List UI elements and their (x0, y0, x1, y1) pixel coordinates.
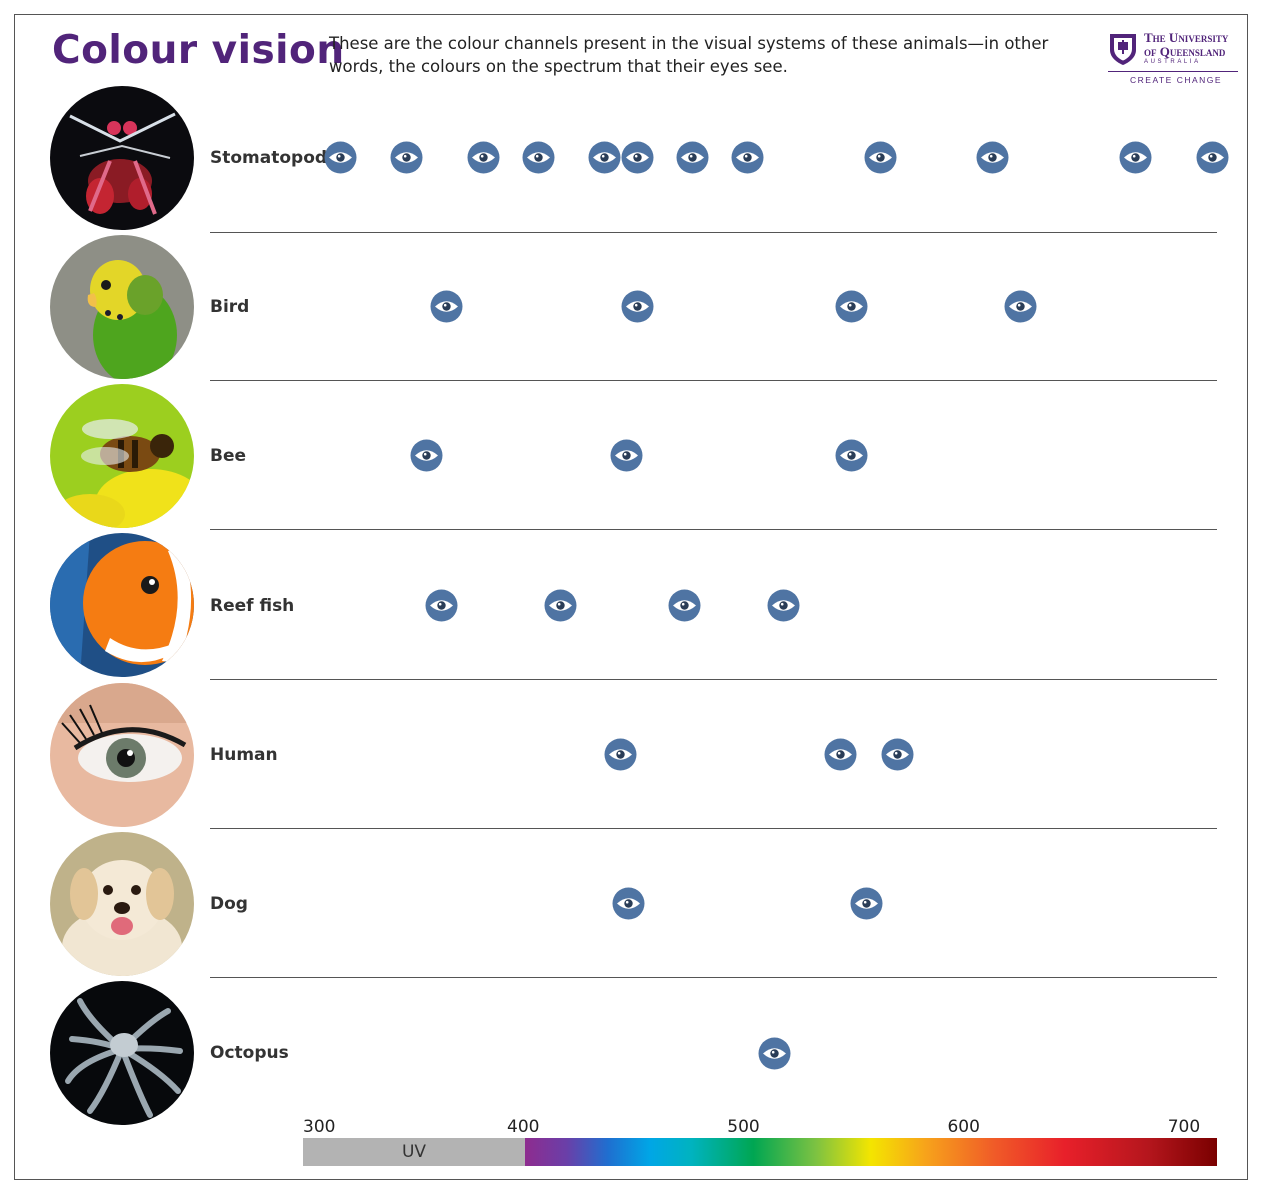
axis-tick-label: 400 (507, 1117, 540, 1137)
axis-tick-label: 300 (303, 1117, 336, 1137)
eye-icon (467, 141, 500, 174)
eye-icon (824, 738, 857, 771)
eye-icon (621, 290, 654, 323)
row-divider (210, 679, 1217, 680)
row-label: Stomatopod (210, 148, 328, 168)
eye-icon (835, 290, 868, 323)
eye-icon (425, 589, 458, 622)
eye-icon (835, 439, 868, 472)
eye-icon (1196, 141, 1229, 174)
row-label: Human (210, 745, 278, 765)
logo-rule (1108, 71, 1238, 72)
eye-icon (612, 887, 645, 920)
logo-line-1: The University (1144, 30, 1229, 45)
row-divider (210, 529, 1217, 530)
eye-icon (668, 589, 701, 622)
stomatopod-photo (50, 86, 194, 230)
animal-row: Dog (0, 830, 1269, 980)
crest-icon (1110, 34, 1136, 65)
row-label: Bird (210, 297, 250, 317)
bee-photo (50, 384, 194, 528)
eye-icon (676, 141, 709, 174)
visible-spectrum-band (525, 1138, 1217, 1166)
axis-tick-label: 500 (727, 1117, 760, 1137)
eye-icon (544, 589, 577, 622)
axis-tick-label: 600 (947, 1117, 980, 1137)
row-divider (210, 828, 1217, 829)
animal-row: Bee (0, 382, 1269, 532)
octopus-photo (50, 981, 194, 1125)
poster-frame (14, 14, 1248, 1180)
eye-icon (767, 589, 800, 622)
page-title: Colour vision (52, 28, 345, 73)
eye-icon (588, 141, 621, 174)
eye-icon (864, 141, 897, 174)
animal-row: Stomatopod (0, 84, 1269, 234)
eye-icon (881, 738, 914, 771)
eye-icon (410, 439, 443, 472)
row-label: Bee (210, 446, 247, 466)
row-divider (210, 380, 1217, 381)
row-divider (210, 232, 1217, 233)
logo-line-2: of Queensland (1144, 44, 1226, 59)
eye-icon (758, 1037, 791, 1070)
wavelength-axis: 300 400 500 600 700 UV (0, 1110, 1269, 1180)
eye-icon (850, 887, 883, 920)
row-divider (210, 977, 1217, 978)
dog-photo (50, 832, 194, 976)
eye-icon (731, 141, 764, 174)
eye-icon (1004, 290, 1037, 323)
logo-tagline: CREATE CHANGE (1130, 75, 1223, 85)
human-eye-photo (50, 683, 194, 827)
reef-fish-photo (50, 533, 194, 677)
axis-tick-label: 700 (1167, 1117, 1201, 1137)
uv-band: UV (303, 1138, 525, 1166)
eye-icon (390, 141, 423, 174)
animal-row: Bird (0, 233, 1269, 383)
row-label: Reef fish (210, 596, 295, 616)
row-label: Octopus (210, 1043, 289, 1063)
animal-row: Octopus (0, 979, 1269, 1129)
uv-band-label: UV (401, 1142, 427, 1162)
eye-icon (976, 141, 1009, 174)
eye-icon (324, 141, 357, 174)
animal-row: Human (0, 681, 1269, 831)
eye-icon (610, 439, 643, 472)
eye-icon (430, 290, 463, 323)
row-label: Dog (210, 894, 248, 914)
bird-photo (50, 235, 194, 379)
eye-icon (1119, 141, 1152, 174)
eye-icon (604, 738, 637, 771)
eye-icon (522, 141, 555, 174)
page-subtitle: These are the colour channels present in… (329, 34, 1049, 76)
logo-line-3: AUSTRALIA (1144, 59, 1201, 65)
animal-row: Reef fish (0, 532, 1269, 682)
university-logo: The University of Queensland AUSTRALIA C… (1108, 30, 1240, 86)
eye-icon (621, 141, 654, 174)
